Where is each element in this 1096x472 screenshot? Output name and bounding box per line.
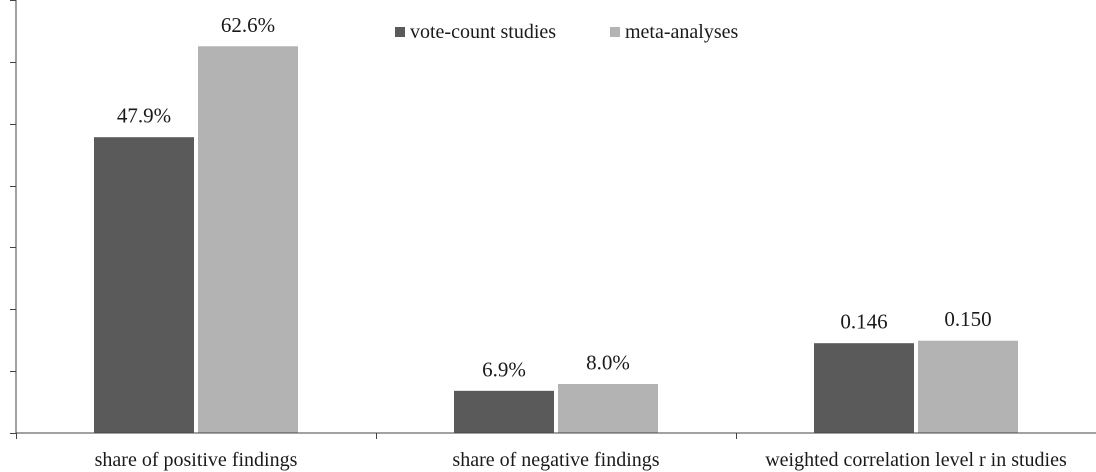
- legend-swatch: [610, 27, 620, 37]
- category-label: share of negative findings: [452, 449, 659, 471]
- data-label: 0.146: [840, 310, 887, 334]
- bar: [557, 383, 659, 434]
- legend-label: vote-count studies: [410, 21, 556, 43]
- data-label: 8.0%: [586, 351, 630, 375]
- category-label: weighted correlation level r in studies: [765, 449, 1067, 471]
- data-label: 0.150: [944, 307, 991, 331]
- bar: [917, 339, 1019, 434]
- data-label: 6.9%: [482, 357, 526, 381]
- legend-swatch: [395, 27, 405, 37]
- bar: [93, 136, 195, 434]
- bar: [813, 342, 915, 434]
- labels-layer: 47.9% 62.6% share of positive findings 6.9%…: [95, 13, 1067, 471]
- bar: [197, 45, 299, 434]
- data-label: 47.9%: [117, 104, 171, 128]
- category-label: share of positive findings: [95, 449, 298, 471]
- bar: [453, 389, 555, 434]
- axes-layer: [10, 0, 1096, 439]
- data-label: 62.6%: [221, 13, 275, 37]
- bars-layer: [93, 45, 1019, 434]
- legend: vote-count studies meta-analyses: [395, 21, 738, 43]
- legend-label: meta-analyses: [625, 21, 738, 43]
